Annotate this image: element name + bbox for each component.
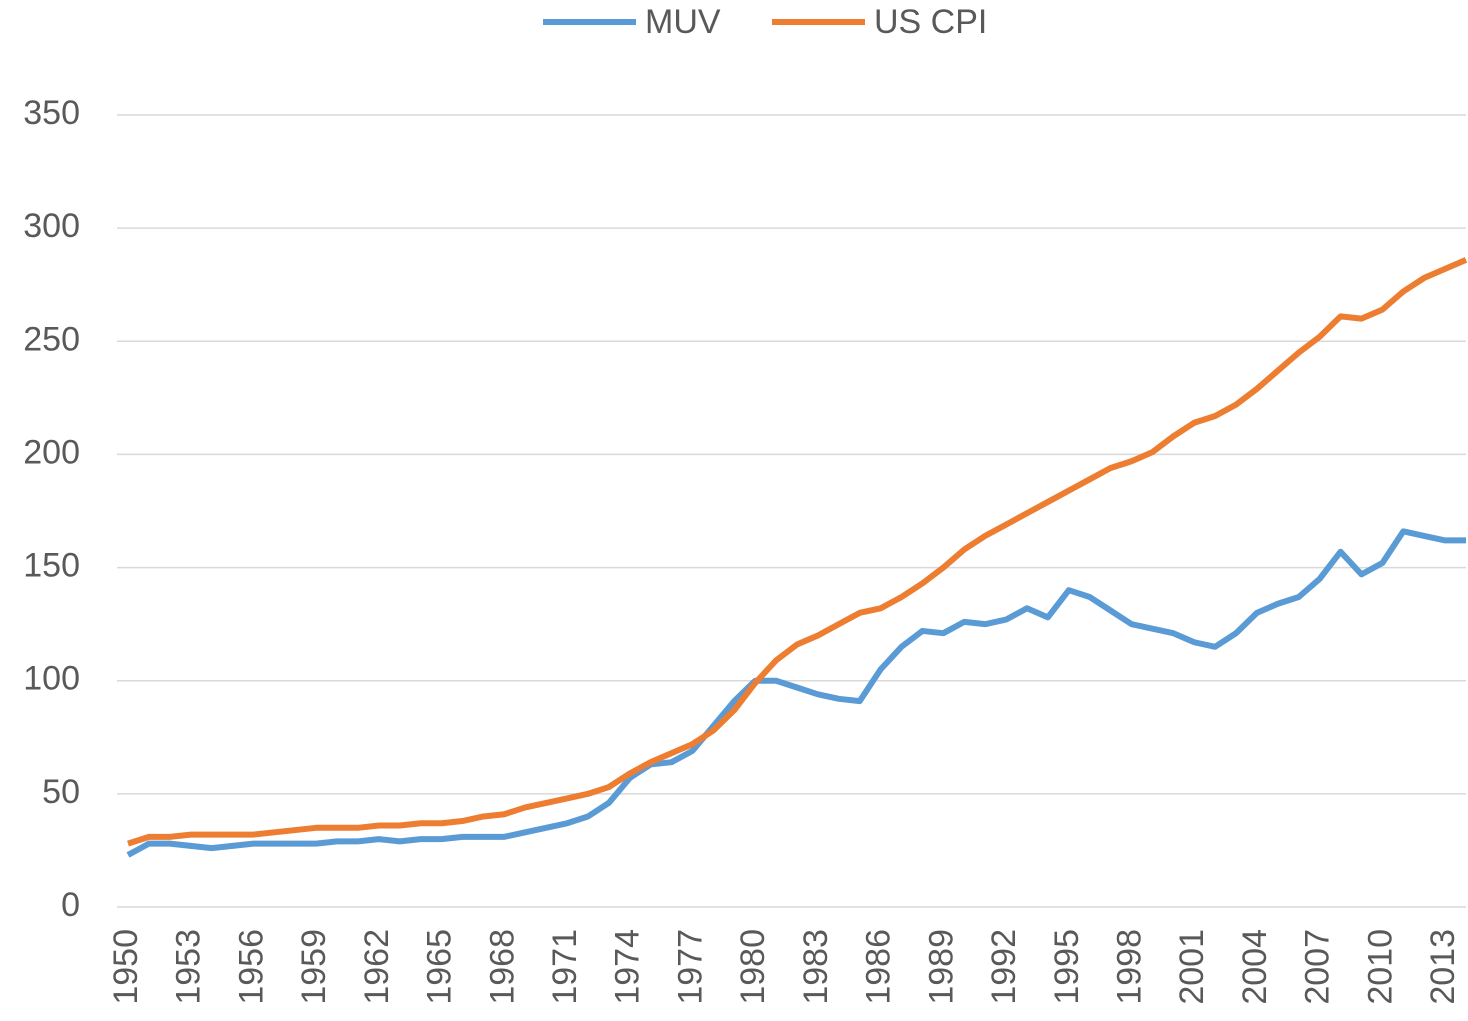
legend-label: MUV	[645, 3, 721, 41]
y-tick-label: 50	[42, 773, 80, 811]
x-tick-label: 1980	[734, 929, 772, 1005]
x-tick-label: 2004	[1236, 929, 1274, 1005]
x-tick-label: 2010	[1361, 929, 1399, 1005]
y-tick-label: 100	[23, 660, 80, 698]
legend-label: US CPI	[874, 3, 987, 41]
x-tick-label: 1956	[232, 929, 270, 1005]
x-tick-label: 2013	[1424, 929, 1462, 1005]
x-tick-label: 1998	[1110, 929, 1148, 1005]
x-tick-label: 1971	[546, 929, 584, 1005]
series-line	[127, 257, 1468, 847]
y-tick-label: 200	[23, 433, 80, 471]
x-tick-label: 1950	[107, 929, 145, 1005]
y-tick-label: 0	[61, 886, 80, 924]
y-tick-label: 350	[23, 94, 80, 132]
x-tick-label: 1983	[797, 929, 835, 1005]
legend-item: US CPI	[772, 3, 987, 41]
x-tick-label: 1977	[671, 929, 709, 1005]
x-tick-label: 1992	[985, 929, 1023, 1005]
x-tick-label: 1965	[421, 929, 459, 1005]
x-tick-label: 1959	[295, 929, 333, 1005]
legend-item: MUV	[543, 3, 721, 41]
x-tick-label: 2001	[1173, 929, 1211, 1005]
y-tick-label: 250	[23, 320, 80, 358]
y-tick-label: 300	[23, 207, 80, 245]
y-tick-label: 150	[23, 547, 80, 585]
x-tick-label: 1953	[170, 929, 208, 1005]
x-tick-label: 1968	[483, 929, 521, 1005]
x-tick-label: 1974	[609, 929, 647, 1005]
x-tick-label: 1995	[1048, 929, 1086, 1005]
x-tick-label: 1989	[922, 929, 960, 1005]
x-tick-label: 1962	[358, 929, 396, 1005]
series-line	[126, 528, 1466, 858]
x-tick-label: 2007	[1299, 929, 1337, 1005]
x-tick-label: 1986	[860, 929, 898, 1005]
